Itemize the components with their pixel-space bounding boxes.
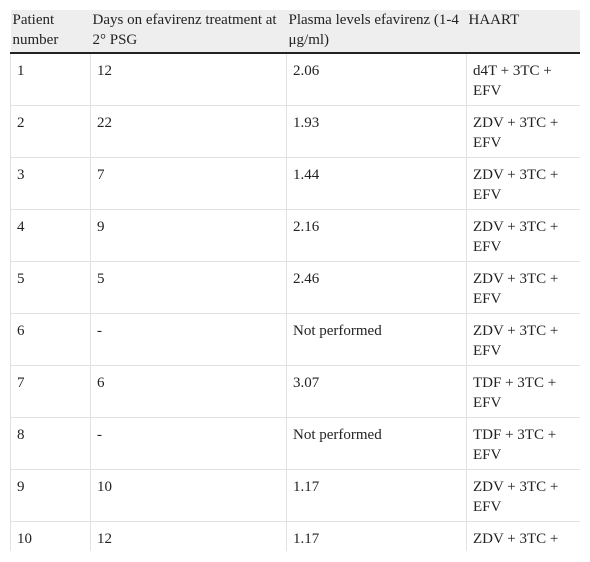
table-cell: TDF + 3TC + EFV xyxy=(466,365,580,418)
table-cell: 10 xyxy=(90,469,287,522)
table-cell: ZDV + 3TC + EFV xyxy=(466,521,580,551)
table-row: 2 22 1.93 ZDV + 3TC + EFV xyxy=(10,105,580,158)
table-cell: 1.17 xyxy=(286,521,467,551)
table-cell: 1.44 xyxy=(286,157,467,210)
table-cell: 4 xyxy=(10,209,91,262)
table-body: 1 12 2.06 d4T + 3TC + EFV 2 22 1.93 ZDV + 3TC +… xyxy=(10,52,580,551)
header-cell: Days on efavirenz treatment at 2° PSG xyxy=(90,10,287,54)
table-row: 1 12 2.06 d4T + 3TC + EFV xyxy=(10,52,580,106)
table-row: 3 7 1.44 ZDV + 3TC + EFV xyxy=(10,157,580,210)
table-row: 4 9 2.16 ZDV + 3TC + EFV xyxy=(10,209,580,262)
table-cell: 2.16 xyxy=(286,209,467,262)
table-cell: 1.93 xyxy=(286,105,467,158)
table-cell: TDF + 3TC + EFV xyxy=(466,417,580,470)
table-row: 5 5 2.46 ZDV + 3TC + EFV xyxy=(10,261,580,314)
data-table: Patient number Days on efavirenz treatmen… xyxy=(10,10,580,551)
table-cell: 3 xyxy=(10,157,91,210)
table-row: 7 6 3.07 TDF + 3TC + EFV xyxy=(10,365,580,418)
table-cell: 22 xyxy=(90,105,287,158)
table-cell: 12 xyxy=(90,521,287,551)
table-cell: 9 xyxy=(90,209,287,262)
table-cell: 8 xyxy=(10,417,91,470)
table-cell: 2.46 xyxy=(286,261,467,314)
table-cell: 1.17 xyxy=(286,469,467,522)
header-cell: HAART xyxy=(466,10,580,54)
table-cell: 5 xyxy=(90,261,287,314)
table-cell: 10 xyxy=(10,521,91,551)
table-cell: Not performed xyxy=(286,313,467,366)
table-cell: ZDV + 3TC + EFV xyxy=(466,469,580,522)
table-cell: 9 xyxy=(10,469,91,522)
table-cell: ZDV + 3TC + EFV xyxy=(466,105,580,158)
table-cell: 2 xyxy=(10,105,91,158)
table-cell: 5 xyxy=(10,261,91,314)
table-cell: 1 xyxy=(10,52,91,106)
table-container: Patient number Days on efavirenz treatmen… xyxy=(10,10,580,551)
table-cell: - xyxy=(90,417,287,470)
table-cell: 3.07 xyxy=(286,365,467,418)
header-cell: Plasma levels efavirenz (1-4 μg/ml) xyxy=(286,10,467,54)
table-row: 9 10 1.17 ZDV + 3TC + EFV xyxy=(10,469,580,522)
table-cell: d4T + 3TC + EFV xyxy=(466,52,580,106)
table-cell: - xyxy=(90,313,287,366)
header-row: Patient number Days on efavirenz treatmen… xyxy=(10,10,580,54)
table-cell: ZDV + 3TC + EFV xyxy=(466,313,580,366)
table-cell: 6 xyxy=(10,313,91,366)
table-cell: Not performed xyxy=(286,417,467,470)
table-cell: ZDV + 3TC + EFV xyxy=(466,209,580,262)
table-cell: ZDV + 3TC + EFV xyxy=(466,261,580,314)
table-cell: 12 xyxy=(90,52,287,106)
table-row: 8- Not performed TDF + 3TC + EFV xyxy=(10,417,580,470)
table-cell: ZDV + 3TC + EFV xyxy=(466,157,580,210)
table-cell: 2.06 xyxy=(286,52,467,106)
table-cell: 7 xyxy=(10,365,91,418)
table-cell: 6 xyxy=(90,365,287,418)
header-cell: Patient number xyxy=(10,10,91,54)
table-row: 6- Not performed ZDV + 3TC + EFV xyxy=(10,313,580,366)
table-cell: 7 xyxy=(90,157,287,210)
